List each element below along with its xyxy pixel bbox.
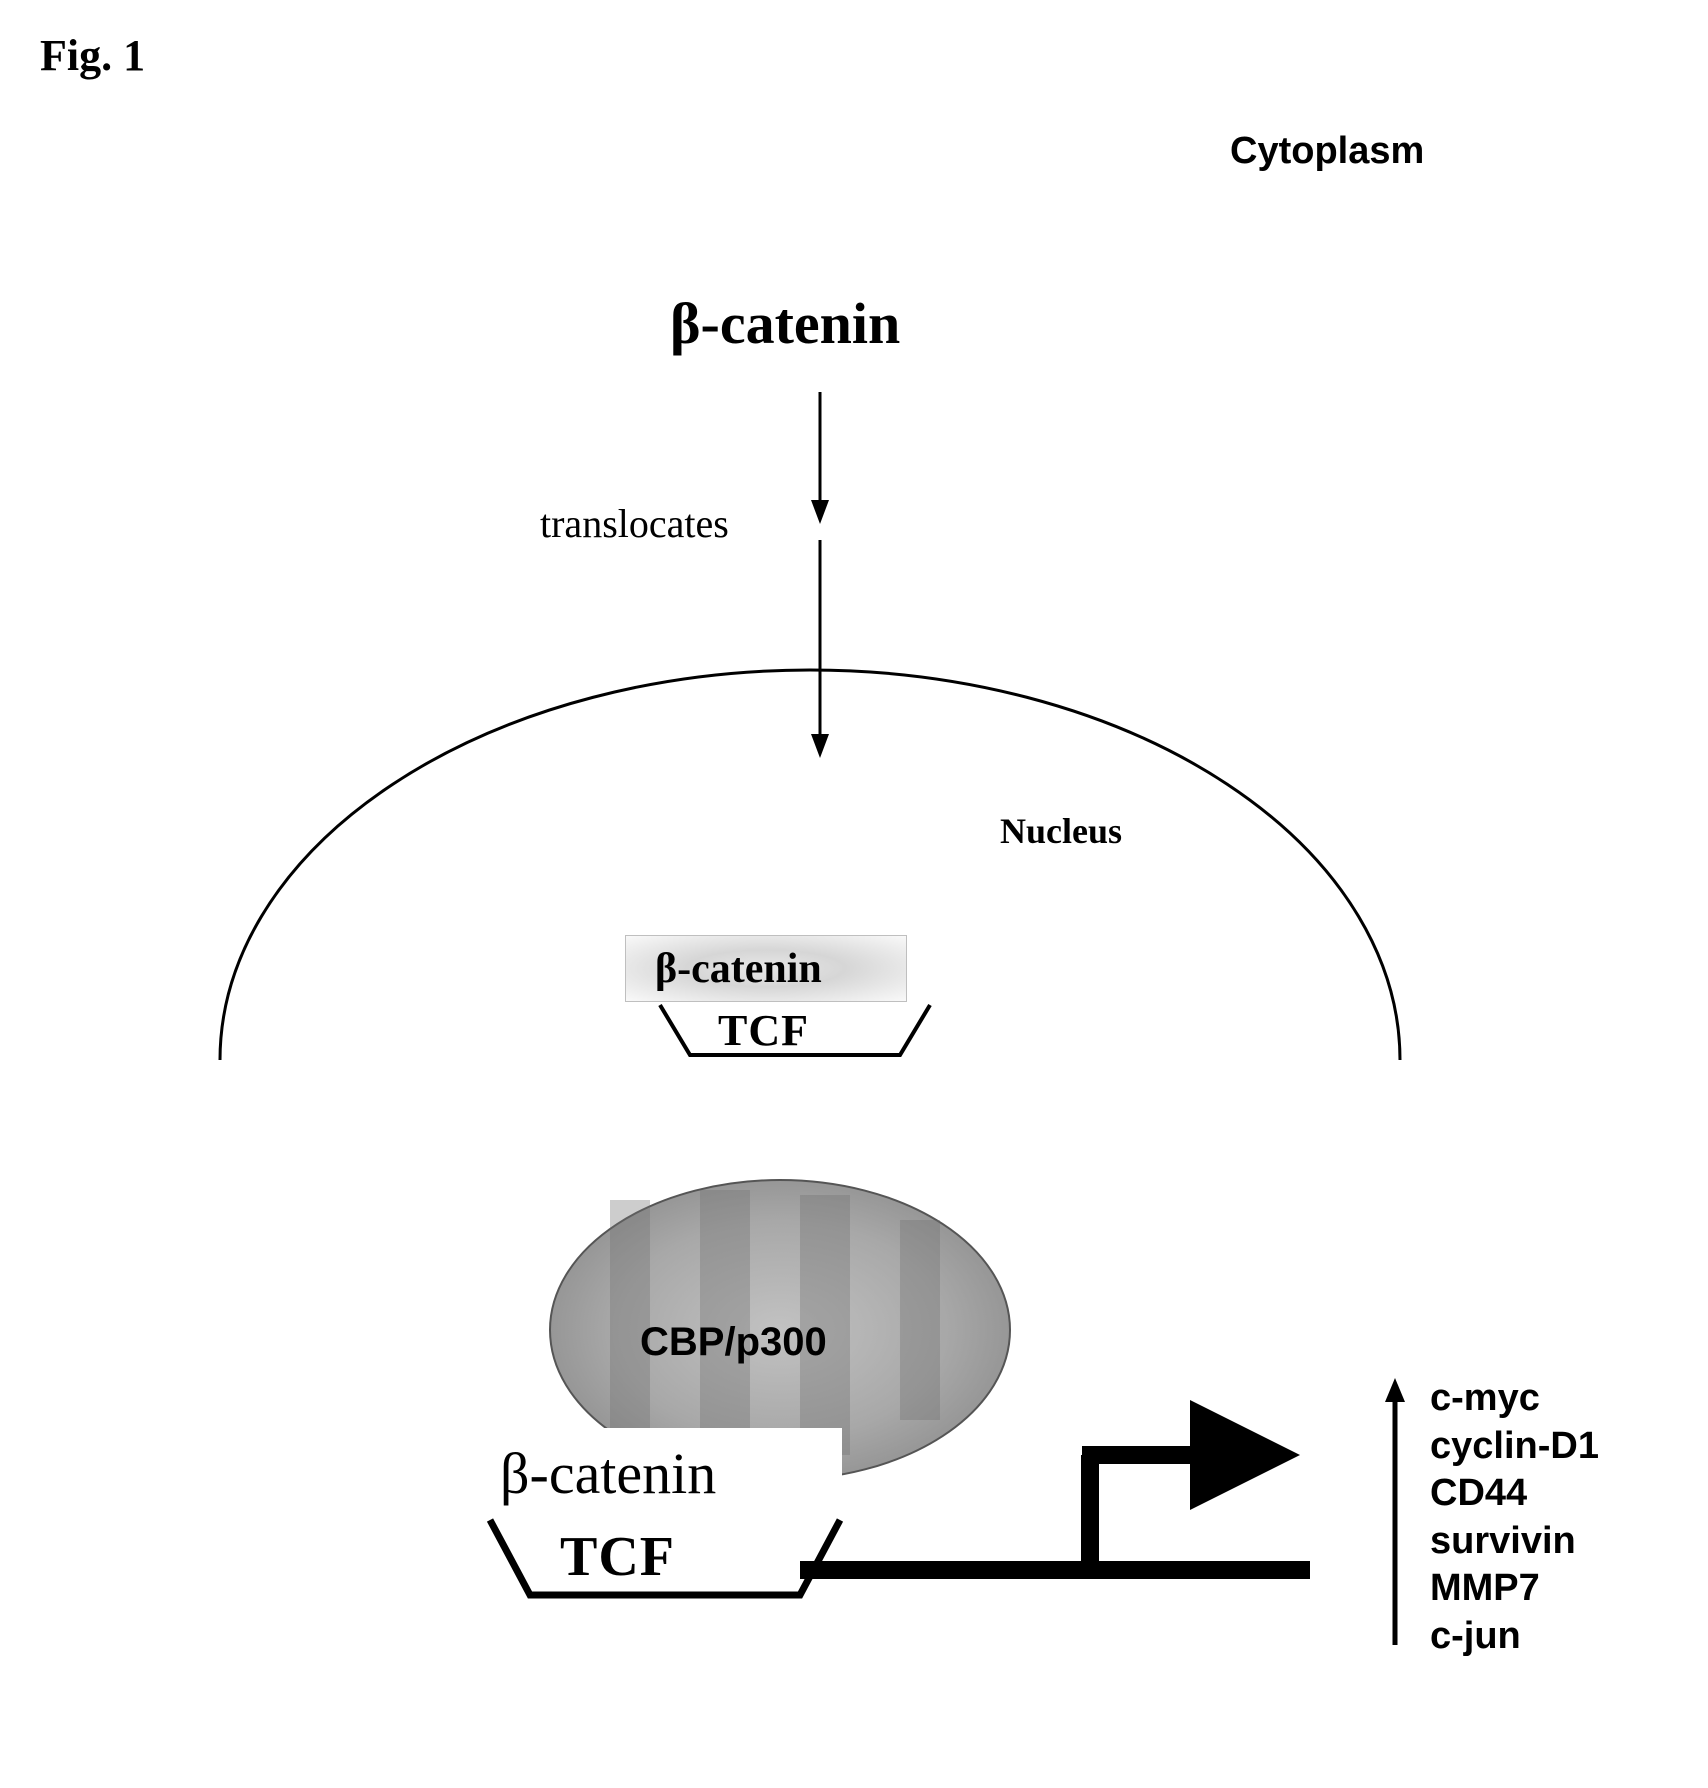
figure-title: Fig. 1 bbox=[40, 30, 145, 81]
figure-canvas: Fig. 1 Cytoplasm β-catenin translocates … bbox=[0, 0, 1708, 1788]
promoter-arrow bbox=[1082, 1400, 1300, 1570]
upregulation-arrow bbox=[1385, 1378, 1405, 1645]
gene-item: cyclin-D1 bbox=[1430, 1423, 1599, 1471]
beta-catenin-small-label: β-catenin bbox=[655, 945, 822, 993]
gene-list: c-myc cyclin-D1 CD44 survivin MMP7 c-jun bbox=[1430, 1375, 1599, 1660]
tcf-lower-label: TCF bbox=[560, 1525, 675, 1589]
gene-item: c-myc bbox=[1430, 1375, 1599, 1423]
tcf-small-label: TCF bbox=[718, 1005, 809, 1056]
gene-item: CD44 bbox=[1430, 1470, 1599, 1518]
beta-catenin-lower-label: β-catenin bbox=[500, 1440, 716, 1507]
gene-item: MMP7 bbox=[1430, 1565, 1599, 1613]
cbp-p300-shape bbox=[468, 1180, 1010, 1598]
cytoplasm-label: Cytoplasm bbox=[1230, 130, 1424, 173]
cbp-p300-label: CBP/p300 bbox=[640, 1320, 827, 1365]
translocate-arrow bbox=[811, 392, 829, 758]
beta-catenin-title: β-catenin bbox=[670, 290, 900, 357]
translocates-label: translocates bbox=[540, 500, 729, 547]
gene-item: survivin bbox=[1430, 1518, 1599, 1566]
nucleus-label: Nucleus bbox=[1000, 810, 1122, 852]
gene-item: c-jun bbox=[1430, 1613, 1599, 1661]
